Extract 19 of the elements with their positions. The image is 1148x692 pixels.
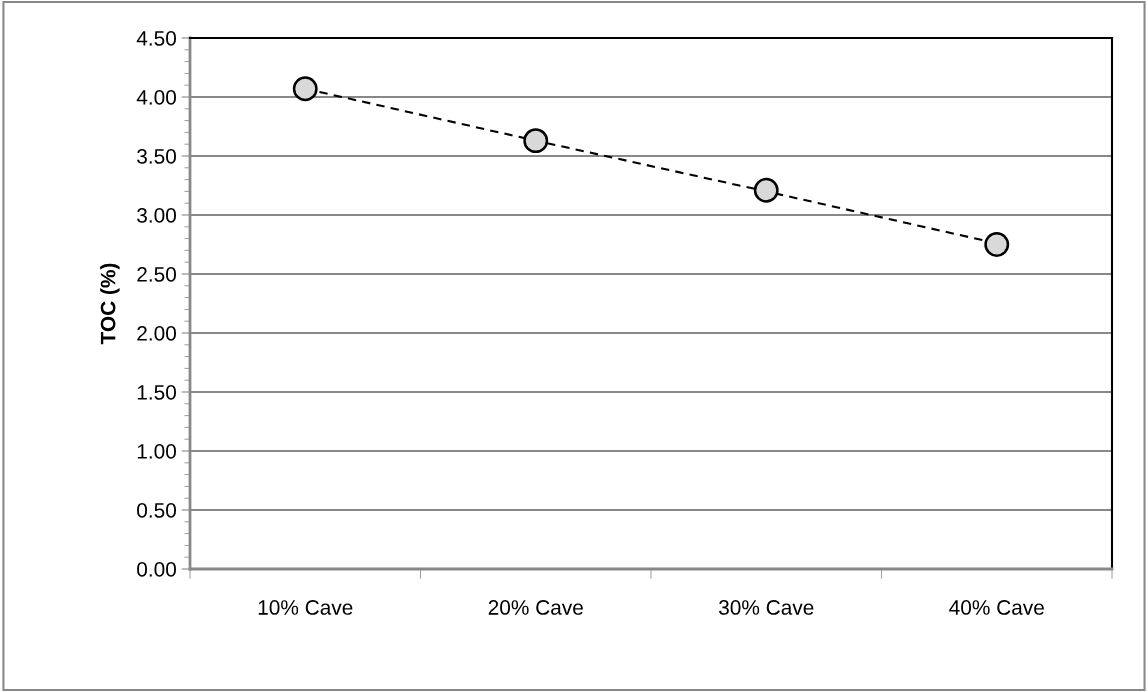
y-tick-label: 2.00 [137,326,176,341]
point [984,232,1010,257]
y-tick-label: 3.00 [137,208,176,223]
x-tick-label: 30% Cave [718,600,814,615]
y-tick-label: 4.00 [136,90,176,105]
y-tick-label: 0.50 [137,503,176,518]
point [753,177,779,203]
y-tick-label: 4.50 [136,31,176,46]
point [523,128,549,154]
point [292,76,318,102]
x-tick-label: 40% Cave [949,600,1044,615]
y-tick-label: 0.00 [137,562,176,577]
y-tick-label: 3.50 [137,149,176,164]
y-axis-title: TOC (%) [100,263,120,345]
x-tick-label: 10% Cave [258,600,353,615]
y-tick-label: 2.50 [137,267,176,282]
x-tick-label: 20% Cave [488,600,583,615]
y-tick-label: 1.00 [137,444,176,459]
y-tick-label: 1.50 [137,385,176,400]
